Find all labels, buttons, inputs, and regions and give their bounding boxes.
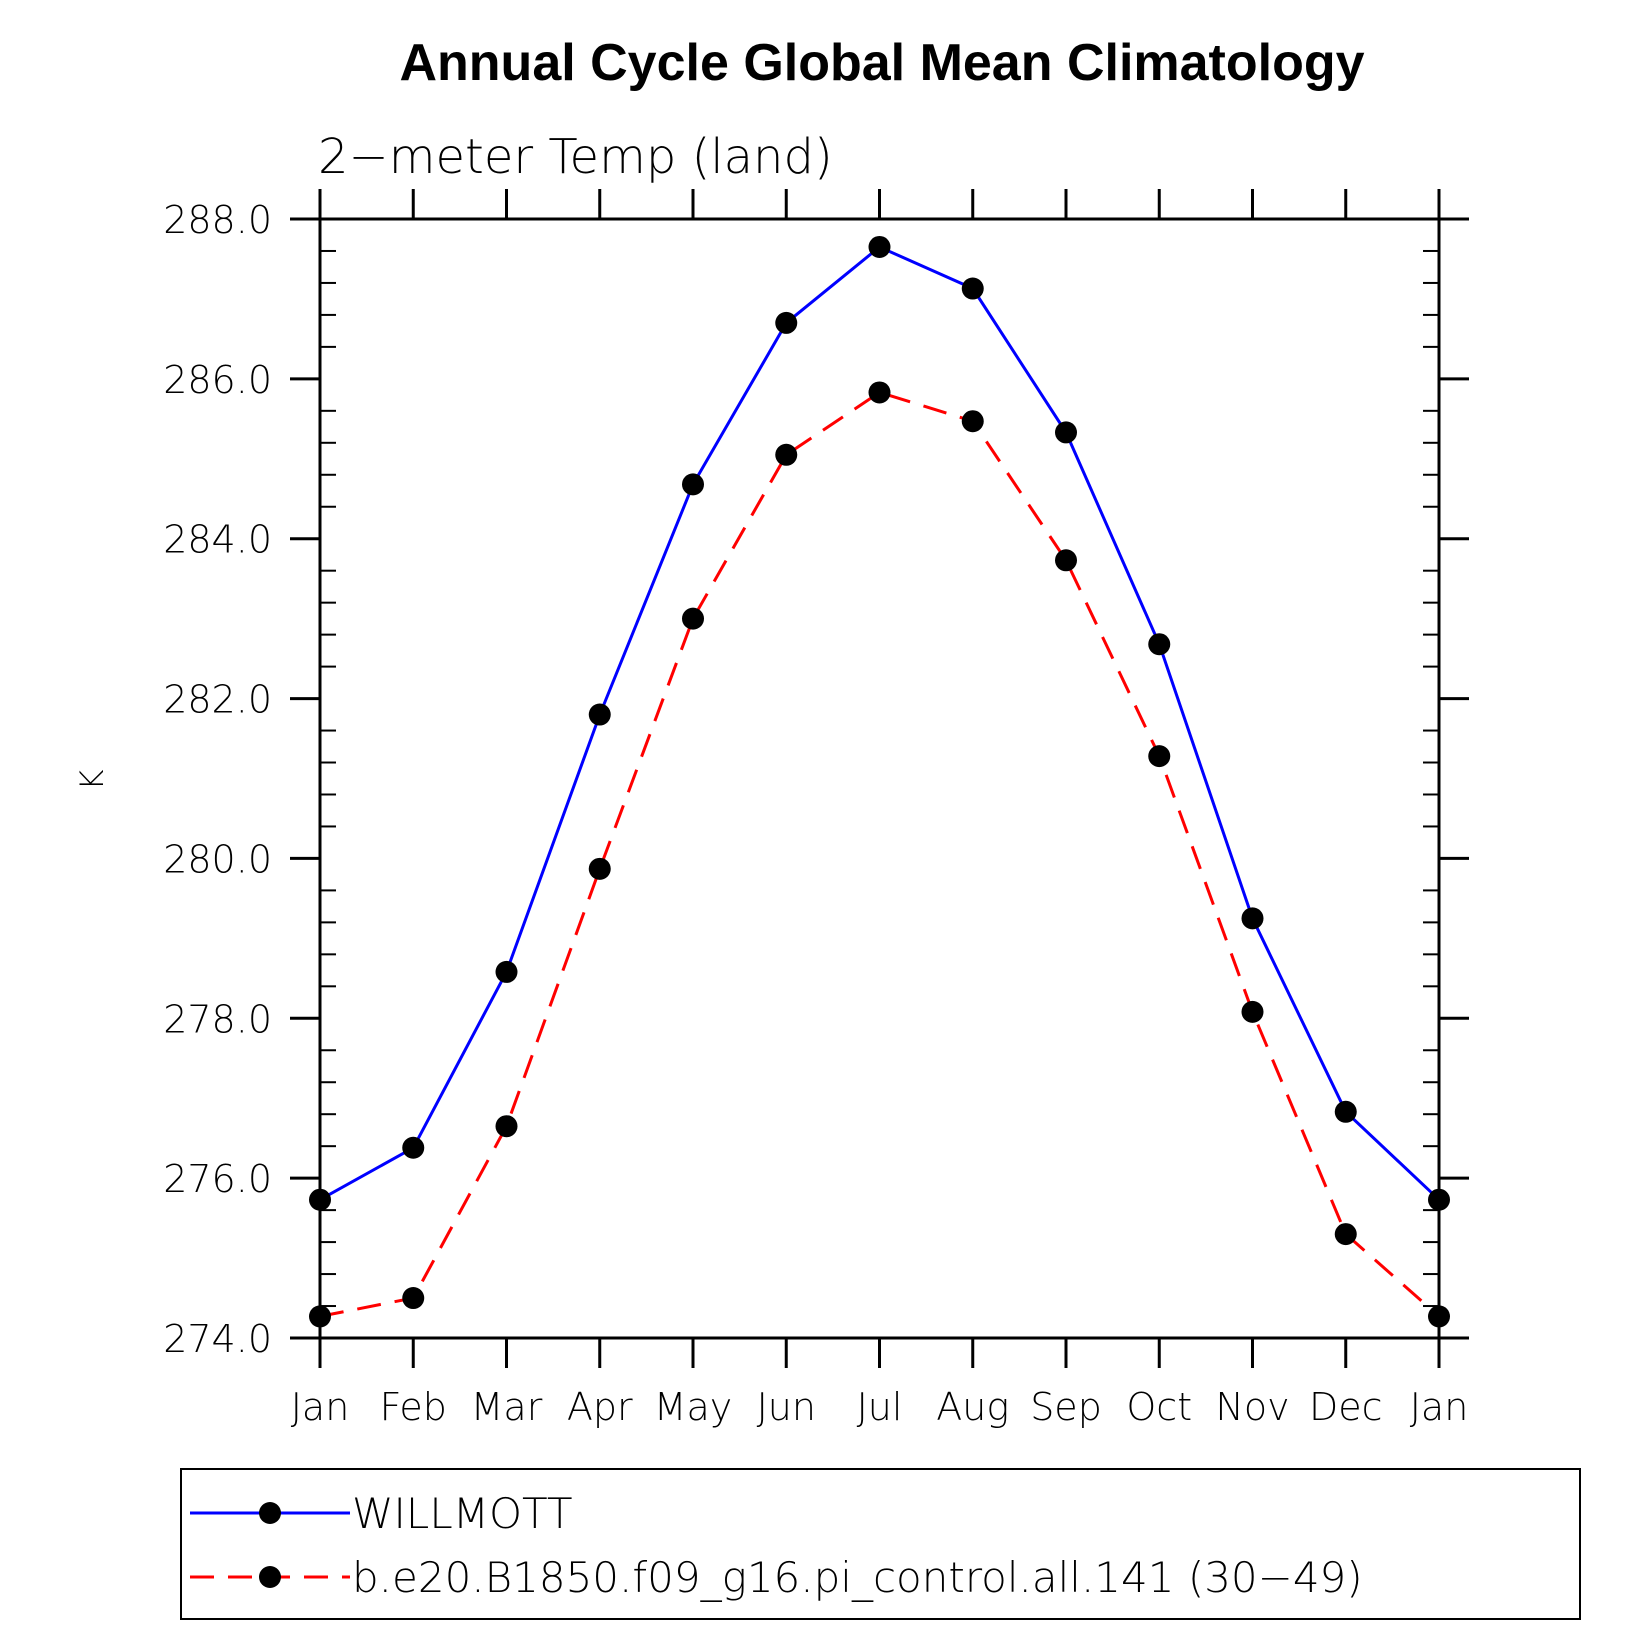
series-0-point [682,473,704,496]
x-tick-label: Jan [1410,1385,1469,1429]
series-0-point [1148,633,1171,656]
series-1-point [868,381,891,404]
series-0-point [1428,1188,1450,1211]
y-tick-label: 276.0 [163,1157,272,1201]
x-tick-label: Jan [291,1385,350,1429]
series-0-point [495,960,518,983]
chart-title: Annual Cycle Global Mean Climatology [399,34,1364,92]
x-tick-label: May [654,1385,733,1429]
x-tick-labels: Jan Feb Mar Apr May Jun Jul Aug Sep Oct Nov Dec Jan [291,1385,1469,1429]
x-tick-label: Aug [936,1385,1009,1429]
x-tick-label: Oct [1126,1385,1192,1429]
x-tick-label: Feb [380,1385,447,1429]
y-tick-label: 288.0 [163,198,272,242]
x-tick-label: Sep [1030,1385,1102,1429]
series-line-1 [319,390,1440,1318]
series-0-point [588,703,611,726]
series-1-point [1055,549,1077,572]
y-tick-label: 284.0 [163,518,272,562]
legend-marker-1 [259,1566,281,1588]
x-tick-label: Apr [567,1385,633,1429]
series-1-point [1334,1223,1357,1246]
x-tick-label: Dec [1309,1385,1383,1429]
x-tick-label: Mar [471,1385,543,1429]
axis-ticks [290,189,1469,1368]
y-tick-label: 286.0 [163,358,272,402]
series-0-point [775,311,798,334]
legend-label-0: WILLMOTT [352,1489,573,1538]
x-tick-label: Jul [857,1385,903,1429]
series-1-point [1148,745,1171,768]
series-1-point [961,410,984,433]
series-0-point [402,1136,425,1159]
series-0-point [961,277,984,300]
series-1-point [402,1287,425,1310]
x-tick-label: Jun [757,1385,816,1429]
series-0-point [1055,421,1077,444]
legend-marker-0 [259,1502,281,1524]
series-1-point [682,607,704,630]
y-tick-labels: 274.0 276.0 278.0 280.0 282.0 284.0 286.0 288.0 [163,198,272,1361]
legend-box [180,1468,1581,1620]
series-0-point [868,235,891,258]
series-0-point [309,1188,331,1211]
y-tick-label: 274.0 [163,1317,272,1361]
series-0-point [1334,1100,1357,1123]
legend-label-1: b.e20.B1850.f09_g16.pi_control.all.141 (… [352,1553,1363,1602]
y-tick-label: 278.0 [163,997,272,1041]
series-1-point [775,443,798,466]
series-0-point [1241,907,1264,930]
series-1-point [1428,1305,1450,1328]
series-layer [309,235,1450,1328]
series-1-point [588,857,611,880]
chart-subtitle: 2−meter Temp (land) [318,129,833,185]
x-tick-label: Nov [1215,1385,1289,1429]
series-1-point [1241,1000,1264,1023]
y-axis-label: K [73,769,111,790]
series-1-point [309,1305,331,1328]
y-tick-label: 280.0 [163,837,272,881]
legend: WILLMOTT b.e20.B1850.f09_g16.pi_control.a… [180,1468,1581,1620]
series-1-point [495,1115,518,1138]
y-tick-label: 282.0 [163,678,272,722]
